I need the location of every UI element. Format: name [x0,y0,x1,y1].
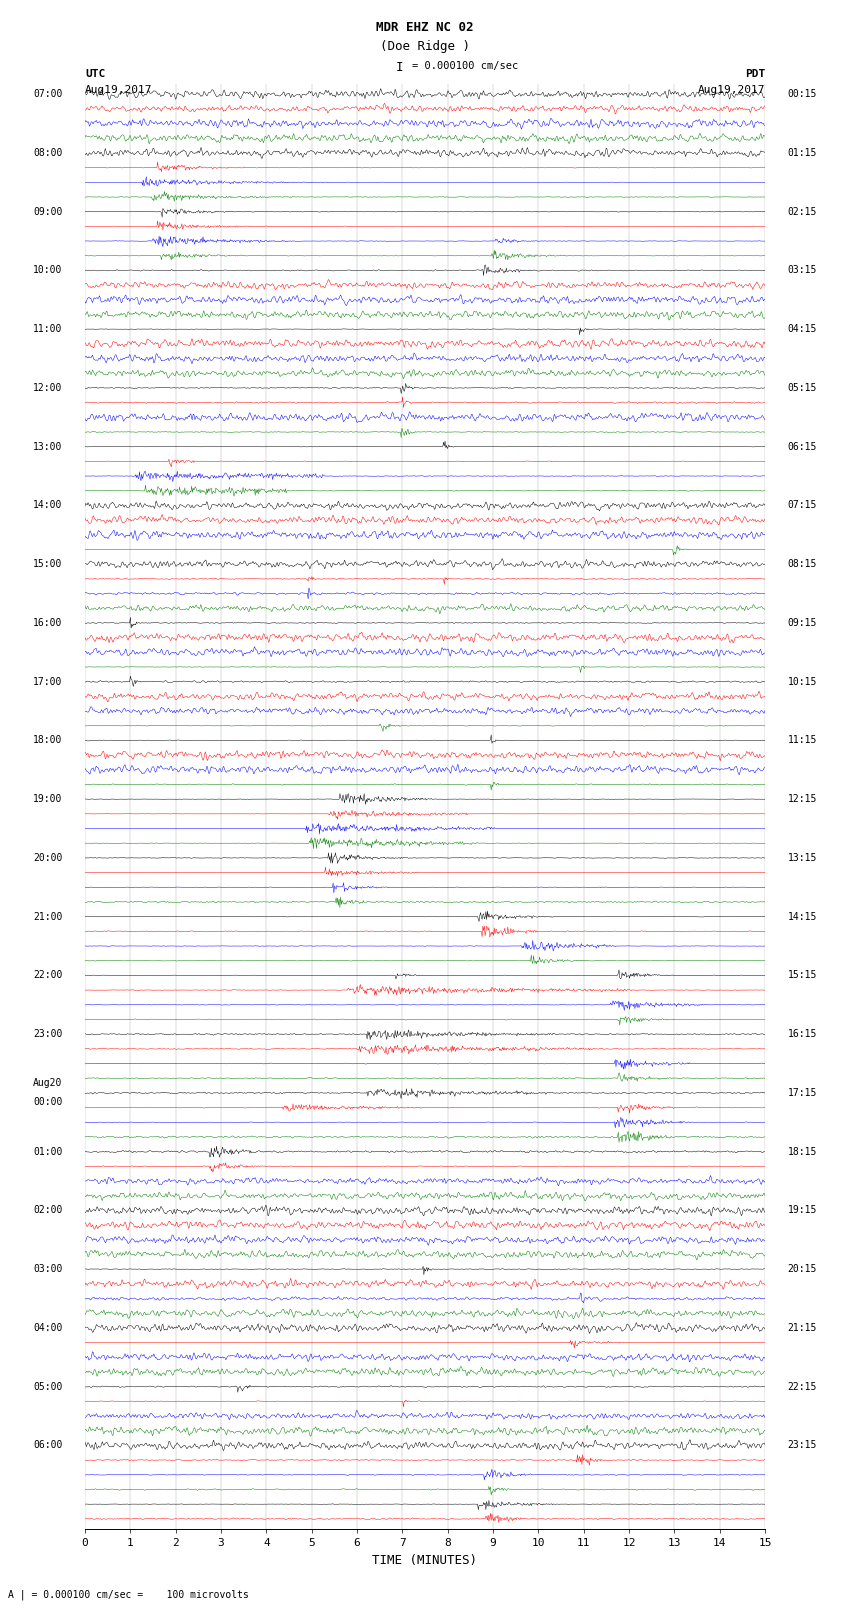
Text: 07:00: 07:00 [33,89,62,98]
Text: 14:15: 14:15 [788,911,817,921]
Text: 03:15: 03:15 [788,266,817,276]
Text: 23:15: 23:15 [788,1440,817,1450]
Text: 01:00: 01:00 [33,1147,62,1157]
Text: 04:00: 04:00 [33,1323,62,1332]
Text: 17:00: 17:00 [33,677,62,687]
Text: 17:15: 17:15 [788,1087,817,1098]
Text: I: I [396,61,403,74]
Text: 08:00: 08:00 [33,148,62,158]
Text: Aug20: Aug20 [33,1079,62,1089]
Text: 03:00: 03:00 [33,1265,62,1274]
Text: 06:00: 06:00 [33,1440,62,1450]
Text: 10:15: 10:15 [788,677,817,687]
Text: 16:15: 16:15 [788,1029,817,1039]
Text: 15:15: 15:15 [788,971,817,981]
Text: 12:15: 12:15 [788,794,817,805]
Text: 08:15: 08:15 [788,560,817,569]
Text: 00:15: 00:15 [788,89,817,98]
Text: 19:15: 19:15 [788,1205,817,1216]
Text: 02:00: 02:00 [33,1205,62,1216]
Text: 12:00: 12:00 [33,382,62,394]
Text: PDT: PDT [745,69,765,79]
Text: MDR EHZ NC 02: MDR EHZ NC 02 [377,21,473,34]
Text: 09:15: 09:15 [788,618,817,627]
Text: 20:00: 20:00 [33,853,62,863]
Text: 09:00: 09:00 [33,206,62,216]
Text: 07:15: 07:15 [788,500,817,510]
Text: 16:00: 16:00 [33,618,62,627]
Text: 22:00: 22:00 [33,971,62,981]
Text: 20:15: 20:15 [788,1265,817,1274]
Text: Aug19,2017: Aug19,2017 [698,85,765,95]
Text: 19:00: 19:00 [33,794,62,805]
Text: 15:00: 15:00 [33,560,62,569]
Text: 21:00: 21:00 [33,911,62,921]
Text: 14:00: 14:00 [33,500,62,510]
Text: 05:15: 05:15 [788,382,817,394]
Text: 06:15: 06:15 [788,442,817,452]
Text: 13:15: 13:15 [788,853,817,863]
Text: (Doe Ridge ): (Doe Ridge ) [380,40,470,53]
Text: 18:00: 18:00 [33,736,62,745]
Text: = 0.000100 cm/sec: = 0.000100 cm/sec [412,61,518,71]
Text: 02:15: 02:15 [788,206,817,216]
Text: 00:00: 00:00 [33,1097,62,1107]
Text: 18:15: 18:15 [788,1147,817,1157]
Text: 11:15: 11:15 [788,736,817,745]
Text: 23:00: 23:00 [33,1029,62,1039]
Text: 13:00: 13:00 [33,442,62,452]
Text: 21:15: 21:15 [788,1323,817,1332]
Text: Aug19,2017: Aug19,2017 [85,85,152,95]
Text: 22:15: 22:15 [788,1382,817,1392]
Text: A | = 0.000100 cm/sec =    100 microvolts: A | = 0.000100 cm/sec = 100 microvolts [8,1589,249,1600]
Text: UTC: UTC [85,69,105,79]
Text: 11:00: 11:00 [33,324,62,334]
Text: 05:00: 05:00 [33,1382,62,1392]
X-axis label: TIME (MINUTES): TIME (MINUTES) [372,1553,478,1566]
Text: 10:00: 10:00 [33,266,62,276]
Text: 04:15: 04:15 [788,324,817,334]
Text: 01:15: 01:15 [788,148,817,158]
